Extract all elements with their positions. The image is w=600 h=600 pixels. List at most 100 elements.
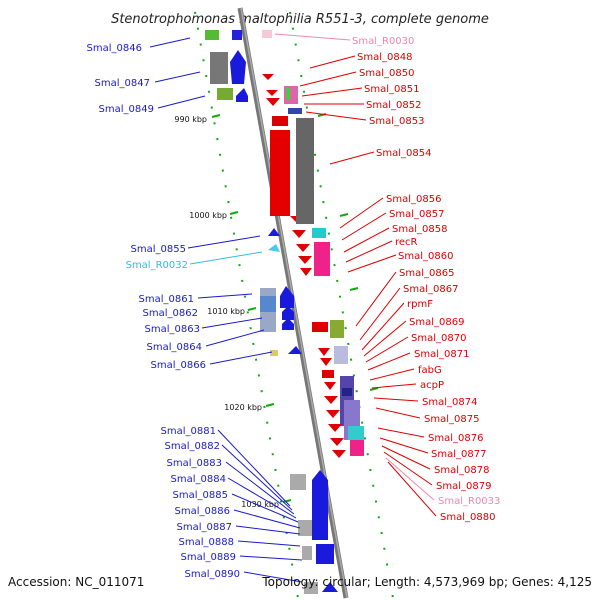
gene-label[interactable]: Smal_0867 [403, 284, 458, 295]
gene-label[interactable]: Smal_0848 [357, 52, 412, 63]
connector-line [361, 302, 405, 351]
connector-line [379, 437, 429, 454]
gene-label[interactable]: Smal_0862 [143, 308, 198, 319]
connector-lines [149, 33, 437, 583]
gene-label[interactable]: Smal_0846 [87, 43, 142, 54]
gene-label[interactable]: Smal_0885 [173, 490, 228, 501]
connector-line [235, 525, 301, 535]
rna-label[interactable]: Smal_R0032 [126, 260, 188, 271]
gene-label[interactable]: Smal_0865 [399, 268, 454, 279]
gene-label[interactable]: Smal_0861 [139, 294, 194, 305]
gene-label[interactable]: Smal_0869 [409, 317, 464, 328]
connector-line [225, 461, 295, 515]
accession-text: Accession: NC_011071 [8, 575, 144, 589]
gene-label[interactable]: Smal_0877 [431, 449, 486, 460]
gene-label[interactable]: Smal_0856 [386, 194, 441, 205]
gene-block [205, 30, 219, 40]
gene-block [302, 546, 312, 560]
gene-label[interactable]: Smal_0882 [165, 441, 220, 452]
tick-label: 990 kbp [174, 115, 207, 124]
gene-label[interactable]: rpmF [407, 299, 433, 310]
gene-label[interactable]: Smal_0884 [171, 474, 226, 485]
right-gene-labels: Smal_R0030 Smal_0848 Smal_0850 Smal_0851… [352, 36, 500, 523]
gene-label[interactable]: Smal_0860 [398, 251, 453, 262]
gene-label[interactable]: Smal_0880 [440, 512, 495, 523]
gene-label[interactable]: Smal_0871 [414, 349, 469, 360]
gene-block [210, 52, 228, 84]
gene-label[interactable]: Smal_0883 [167, 458, 222, 469]
gene-label[interactable]: Smal_0864 [147, 342, 202, 353]
kbp-ticks: 990 kbp 1000 kbp 1010 kbp 1020 kbp 1030 … [174, 113, 379, 509]
gene-label[interactable]: Smal_0850 [359, 68, 414, 79]
gene-label[interactable]: Smal_0855 [131, 244, 186, 255]
left-strand-genes [205, 30, 338, 594]
gene-arrow [230, 50, 246, 84]
connector-line [341, 212, 387, 241]
gene-block [217, 88, 233, 100]
gene-label[interactable]: Smal_0890 [185, 569, 240, 580]
gene-label[interactable]: Smal_0881 [161, 426, 216, 437]
gene-label[interactable]: Smal_0875 [424, 414, 479, 425]
gene-label[interactable]: Smal_0870 [411, 333, 466, 344]
gene-arrow [318, 348, 330, 356]
gene-label[interactable]: acpP [420, 380, 444, 391]
connector-line [343, 227, 390, 253]
gene-block [350, 440, 364, 456]
gene-label[interactable]: Smal_0878 [434, 465, 489, 476]
connector-line [305, 111, 367, 121]
connector-line [157, 95, 206, 109]
gene-label[interactable]: fabG [418, 365, 442, 376]
gene-arrow [282, 306, 294, 320]
connector-line [243, 571, 303, 583]
gene-label[interactable]: Smal_0857 [389, 209, 444, 220]
gene-label[interactable]: Smal_0849 [99, 104, 154, 115]
gene-block [312, 480, 328, 540]
gene-block [316, 544, 334, 564]
connector-line [387, 461, 437, 517]
tick-label: 1010 kbp [207, 307, 245, 316]
gene-arrow [296, 244, 310, 252]
gene-label[interactable]: Smal_0847 [95, 78, 150, 89]
gene-label[interactable]: Smal_0876 [428, 433, 483, 444]
tick-label: 1020 kbp [224, 403, 262, 412]
gene-label[interactable]: Smal_0853 [369, 116, 424, 127]
gene-label[interactable]: Smal_0888 [179, 537, 234, 548]
gene-arrow [312, 470, 328, 480]
gene-arrow [266, 90, 278, 96]
connector-line [385, 457, 435, 501]
gene-block [304, 582, 318, 594]
gene-label[interactable]: Smal_0889 [181, 552, 236, 563]
tick-mark [339, 213, 349, 217]
connector-line [227, 477, 297, 519]
gene-label[interactable]: Smal_0851 [364, 84, 419, 95]
gene-label[interactable]: Smal_0858 [392, 224, 447, 235]
rna-label[interactable]: Smal_R0030 [352, 36, 414, 47]
connector-line [339, 197, 384, 229]
gene-label[interactable]: Smal_0863 [145, 324, 200, 335]
gene-label[interactable]: Smal_0866 [151, 360, 206, 371]
gene-label[interactable]: recR [395, 237, 418, 248]
gene-label[interactable]: Smal_0874 [422, 397, 477, 408]
gene-arrow [328, 424, 342, 432]
connector-line [299, 71, 357, 87]
gene-arrow [322, 582, 338, 592]
gene-block [288, 108, 302, 114]
connector-line [301, 87, 363, 97]
gene-label[interactable]: Smal_0887 [177, 522, 232, 533]
gene-label[interactable]: Smal_0879 [436, 481, 491, 492]
gene-label[interactable]: Smal_0852 [366, 100, 421, 111]
connector-line [329, 151, 375, 165]
connector-line [187, 235, 261, 249]
gene-label[interactable]: Smal_0854 [376, 148, 431, 159]
connector-line [154, 71, 201, 83]
tick-label: 1030 kbp [241, 500, 279, 509]
gene-block [334, 346, 348, 364]
rna-label[interactable]: Smal_R0033 [438, 496, 500, 507]
topology-text: Topology: circular; Length: 4,573,969 bp… [261, 575, 592, 589]
gene-block [348, 426, 364, 440]
connector-line [274, 33, 351, 41]
gene-block [298, 520, 312, 536]
gene-arrow [262, 74, 274, 80]
gene-label[interactable]: Smal_0886 [175, 506, 230, 517]
